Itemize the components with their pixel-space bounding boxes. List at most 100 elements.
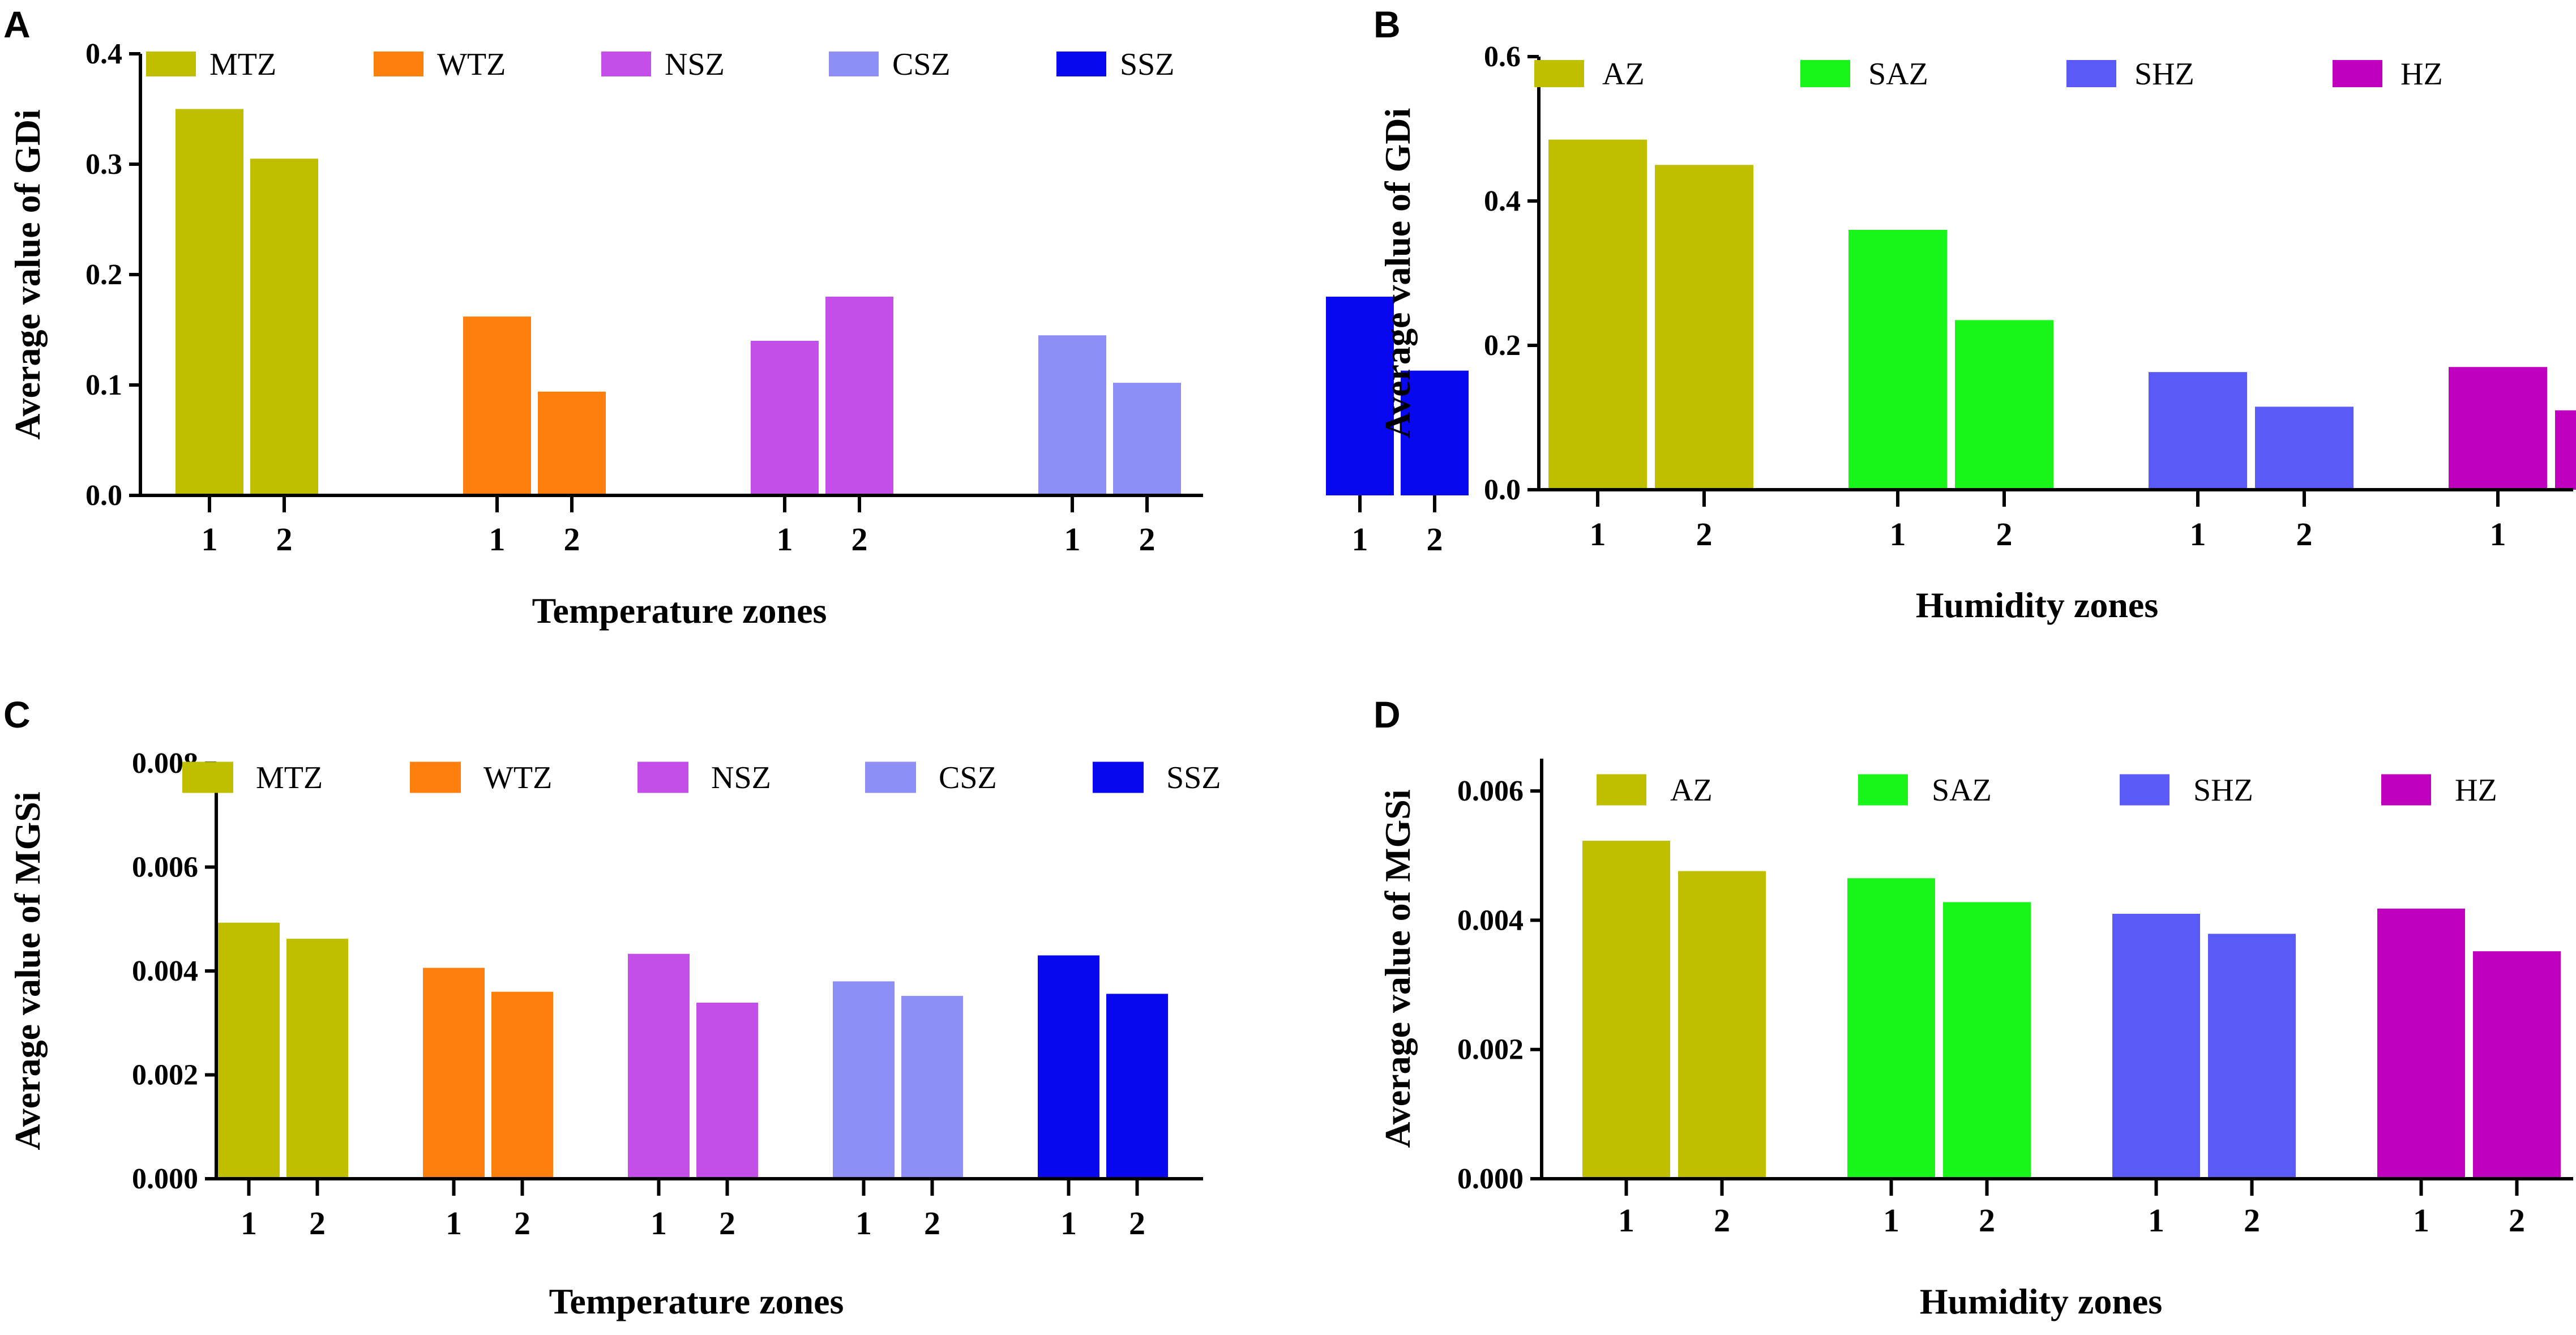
legend-swatch-shz (2066, 60, 2116, 87)
legend-swatch-mtz (146, 52, 196, 76)
bar-mtz-1 (176, 109, 243, 495)
legend-label-shz: SHZ (2134, 57, 2194, 92)
legend-swatch-wtz (410, 761, 461, 793)
legend-label-az: AZ (1670, 773, 1713, 808)
legend-swatch-saz (1858, 774, 1908, 806)
legend-label-wtz: WTZ (483, 760, 552, 795)
x-tick-label: 2 (1129, 1205, 1145, 1242)
bar-mtz-2 (286, 939, 348, 1179)
bar-az-2 (1678, 871, 1766, 1179)
legend-swatch-az (1597, 774, 1646, 806)
y-tick-label: 0.3 (85, 148, 122, 181)
bar-wtz-1 (463, 316, 531, 495)
bar-ssz-1 (1326, 297, 1394, 495)
bar-shz-2 (2208, 934, 2296, 1179)
legend-label-az: AZ (1602, 57, 1645, 92)
x-tick-label: 2 (851, 521, 868, 558)
chart-panel-a: A 0.0 0.1 0.2 0.3 0.4 1 2 1 2 1 2 1 2 1 2 MTZ WTZ NSZ CSZ SS… (3, 3, 1469, 631)
bar-wtz-1 (423, 968, 485, 1179)
y-tick-label: 0.2 (1484, 330, 1521, 362)
legend-swatch-hz (2381, 774, 2431, 806)
bar-saz-1 (1847, 878, 1935, 1179)
x-tick-label: 1 (2490, 516, 2506, 553)
x-tick-label: 2 (2509, 1202, 2525, 1239)
x-tick-label: 2 (564, 521, 580, 558)
legend-label-hz: HZ (2455, 773, 2497, 808)
bar-hz-2 (2555, 410, 2576, 490)
bar-csz-1 (833, 981, 895, 1179)
bar-shz-1 (2149, 372, 2247, 490)
x-tick-label: 2 (1139, 521, 1156, 558)
bar-saz-1 (1848, 230, 1947, 490)
x-tick-label: 2 (276, 521, 293, 558)
bar-nsz-1 (751, 341, 819, 495)
bar-nsz-2 (825, 297, 893, 495)
y-axis-title: Average value of GDi (1377, 108, 1418, 439)
x-axis-title: Temperature zones (532, 591, 827, 631)
bar-ssz-1 (1038, 955, 1099, 1179)
x-tick-label: 2 (1979, 1202, 1995, 1239)
y-tick-label: 0.000 (132, 1163, 198, 1195)
x-tick-label: 2 (1696, 516, 1713, 553)
legend-swatch-shz (2120, 774, 2170, 806)
y-axis-title: Average value of GDi (7, 109, 48, 440)
bar-az-1 (1548, 139, 1647, 490)
legend-label-hz: HZ (2400, 57, 2443, 92)
legend-swatch-saz (1800, 60, 1850, 87)
x-tick-label: 2 (1427, 521, 1443, 558)
chart-panel-d: D 0.000 0.002 0.004 0.006 1 2 1 2 1 2 1 2 AZ SAZ SHZ HZ A… (1373, 694, 2573, 1321)
legend-swatch-ssz (1056, 52, 1106, 76)
x-tick-label: 1 (2413, 1202, 2429, 1239)
bar-nsz-2 (696, 1002, 758, 1179)
x-tick-label: 1 (1883, 1202, 1899, 1239)
legend-swatch-nsz (601, 52, 651, 76)
x-tick-label: 1 (1352, 521, 1368, 558)
panel-letter: B (1373, 3, 1401, 45)
y-tick-label: 0.004 (132, 955, 198, 987)
y-tick-label: 0.1 (85, 369, 122, 401)
x-axis-title: Humidity zones (1916, 585, 2158, 625)
legend-label-shz: SHZ (2193, 773, 2253, 808)
x-tick-label: 2 (514, 1205, 530, 1242)
x-tick-label: 2 (924, 1205, 940, 1242)
bar-csz-2 (901, 996, 963, 1179)
bar-csz-2 (1113, 383, 1181, 495)
legend-label-saz: SAZ (1868, 57, 1928, 92)
x-tick-label: 1 (1618, 1202, 1634, 1239)
y-tick-label: 0.004 (1457, 904, 1524, 936)
x-axis-title: Temperature zones (549, 1281, 844, 1321)
legend-label-nsz: NSZ (665, 47, 725, 82)
x-tick-label: 2 (2296, 516, 2313, 553)
legend-label-nsz: NSZ (711, 760, 771, 795)
legend-label-mtz: MTZ (209, 47, 276, 82)
legend-label-mtz: MTZ (256, 760, 323, 795)
y-tick-label: 0.000 (1457, 1163, 1524, 1195)
panel-letter: C (3, 694, 31, 735)
y-tick-label: 0.2 (85, 259, 122, 291)
bar-hz-1 (2377, 908, 2465, 1179)
x-axis-title: Humidity zones (1920, 1281, 2162, 1321)
panel-letter: A (3, 3, 31, 45)
y-tick-label: 0.6 (1484, 41, 1521, 73)
bar-wtz-2 (538, 391, 606, 495)
y-tick-label: 0.002 (1457, 1034, 1524, 1066)
bar-csz-1 (1038, 335, 1106, 495)
x-tick-label: 2 (2244, 1202, 2260, 1239)
y-tick-label: 0.4 (85, 38, 122, 70)
x-tick-label: 1 (489, 521, 506, 558)
x-tick-label: 1 (1060, 1205, 1077, 1242)
legend-swatch-nsz (637, 761, 688, 793)
x-tick-label: 1 (202, 521, 218, 558)
x-tick-label: 2 (309, 1205, 326, 1242)
bar-ssz-2 (1401, 370, 1469, 495)
y-axis-title: Average value of MGSi (7, 791, 48, 1150)
legend-label-csz: CSZ (939, 760, 997, 795)
bar-nsz-1 (628, 953, 690, 1179)
y-tick-label: 0.006 (132, 852, 198, 884)
y-tick-label: 0.0 (85, 480, 122, 512)
legend-swatch-ssz (1093, 761, 1144, 793)
x-tick-label: 1 (777, 521, 793, 558)
y-tick-label: 0.4 (1484, 185, 1521, 217)
x-tick-label: 1 (2148, 1202, 2164, 1239)
